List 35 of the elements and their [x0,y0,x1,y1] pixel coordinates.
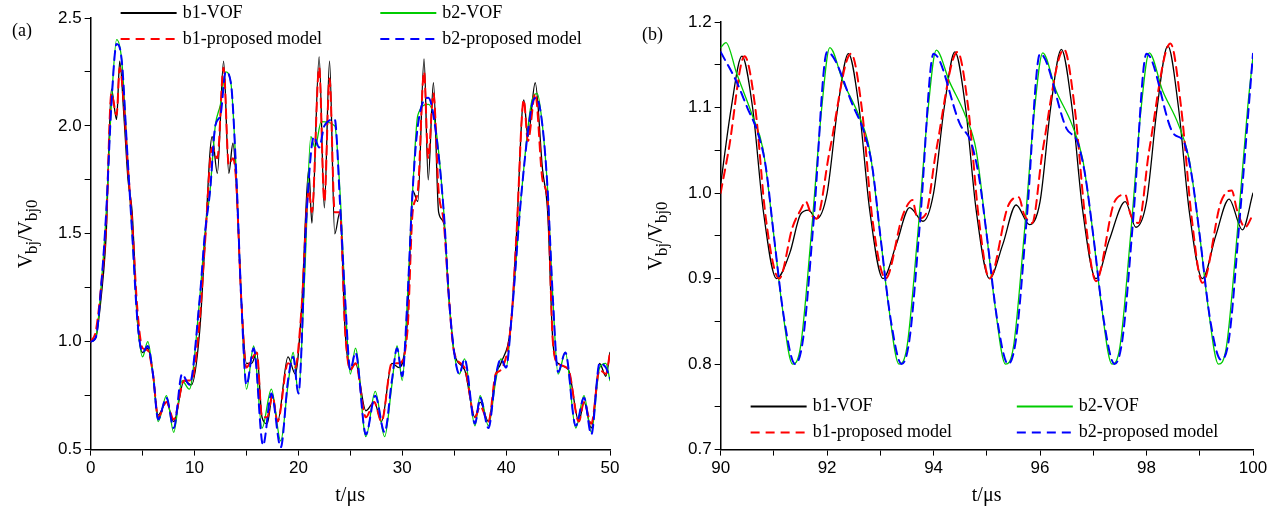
x-axis-title: t/μs [971,483,1002,506]
legend-label: b2-proposed model [442,27,582,48]
y-tick-label: 0.5 [57,439,82,459]
chart-title: (b) [642,24,663,45]
legend-label: b1-proposed model [812,421,953,442]
legend-label: b2-VOF [442,1,503,22]
y-tick-label: 1.5 [57,223,82,243]
x-tick-label: 20 [288,458,308,478]
x-axis-title: t/μs [335,483,365,506]
x-tick-label: 100 [1238,458,1268,478]
x-tick-label: 40 [496,458,516,478]
y-tick-label: 0.8 [687,353,712,373]
legend-label: b2-proposed model [1078,421,1219,442]
y-tick-label: 0.7 [687,439,712,459]
y-tick-label: 2.5 [57,7,82,27]
x-tick-label: 0 [85,458,96,478]
chart-title: (a) [12,20,32,41]
x-tick-label: 50 [600,458,620,478]
y-tick-label: 1.1 [687,97,712,117]
x-tick-label: 10 [185,458,204,478]
x-tick-label: 90 [711,458,731,478]
x-tick-label: 94 [924,458,944,478]
x-tick-label: 98 [1137,458,1156,478]
y-tick-label: 1.0 [57,331,82,351]
x-tick-label: 92 [817,458,837,478]
y-tick-label: 0.9 [687,268,712,288]
y-tick-label: 1.0 [687,182,712,202]
legend-label: b1-VOF [812,395,873,416]
y-tick-label: 1.2 [687,11,712,31]
x-tick-label: 96 [1030,458,1050,478]
y-tick-label: 2.0 [57,115,82,135]
x-tick-label: 30 [392,458,412,478]
legend-label: b2-VOF [1078,395,1139,416]
legend-label: b1-VOF [182,1,243,22]
legend-label: b1-proposed model [182,27,323,48]
